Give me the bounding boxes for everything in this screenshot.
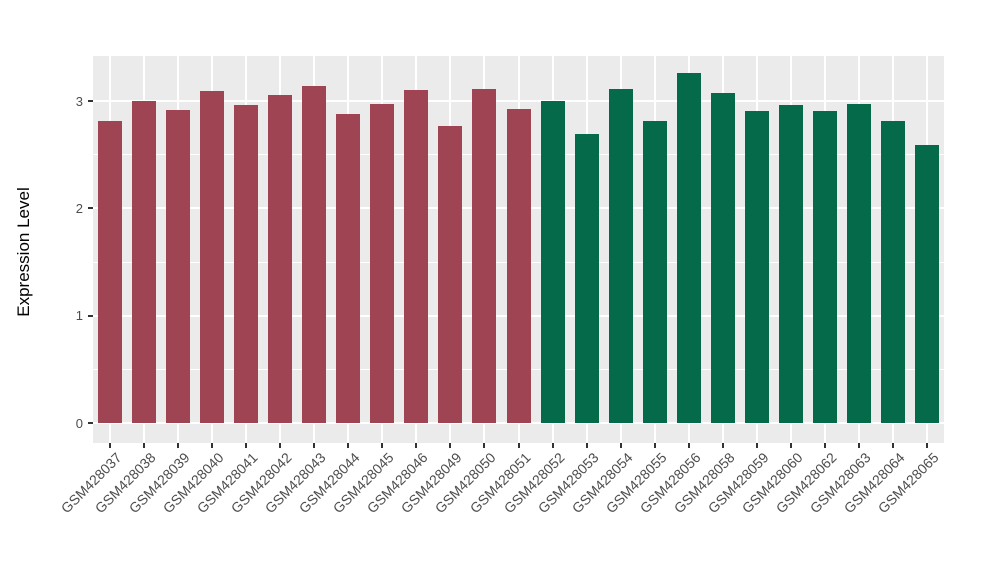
bar-GSM428041 <box>234 105 259 423</box>
bar-GSM428053 <box>574 134 599 423</box>
x-tick-mark <box>483 443 486 448</box>
x-tick-mark <box>857 443 860 448</box>
bar-GSM428039 <box>166 109 191 423</box>
x-tick-mark <box>381 443 384 448</box>
x-tick-mark <box>585 443 588 448</box>
bar-GSM428056 <box>676 73 701 423</box>
x-tick-mark <box>347 443 350 448</box>
y-tick-mark <box>88 207 93 210</box>
bar-GSM428058 <box>710 93 735 423</box>
x-tick-mark <box>245 443 248 448</box>
x-tick-mark <box>619 443 622 448</box>
bar-GSM428040 <box>200 91 225 423</box>
y-tick-mark <box>88 100 93 102</box>
bar-GSM428062 <box>812 110 837 423</box>
bar-GSM428037 <box>98 121 123 423</box>
y-axis-title: Expression Level <box>14 187 33 317</box>
x-tick-mark <box>211 443 214 448</box>
bar-GSM428045 <box>370 104 395 423</box>
bar-GSM428043 <box>302 85 327 423</box>
x-tick-mark <box>177 443 180 448</box>
bar-GSM428044 <box>336 113 361 423</box>
bar-GSM428060 <box>778 105 803 423</box>
bar-GSM428052 <box>540 101 565 423</box>
y-tick-label: 3 <box>75 93 83 109</box>
bar-GSM428055 <box>642 121 667 423</box>
bar-GSM428064 <box>880 121 905 423</box>
bar-GSM428046 <box>404 90 429 423</box>
bar-GSM428050 <box>472 89 497 423</box>
x-tick-mark <box>925 443 928 448</box>
x-tick-mark <box>109 443 112 448</box>
bar-GSM428054 <box>608 89 633 423</box>
x-tick-mark <box>823 443 826 448</box>
x-tick-mark <box>721 443 724 448</box>
x-tick-mark <box>653 443 656 448</box>
y-tick-mark <box>88 422 93 424</box>
x-tick-mark <box>415 443 418 448</box>
x-tick-mark <box>551 443 554 448</box>
bar-GSM428038 <box>132 101 157 423</box>
y-tick-label: 1 <box>75 308 83 324</box>
x-tick-mark <box>279 443 282 448</box>
plot-panel <box>93 56 944 443</box>
bar-GSM428042 <box>268 94 293 423</box>
x-tick-mark <box>891 443 894 448</box>
y-tick-mark <box>88 314 93 317</box>
bar-GSM428063 <box>846 104 871 423</box>
y-tick-label: 0 <box>75 415 83 431</box>
x-tick-mark <box>687 443 690 448</box>
x-tick-mark <box>517 443 520 448</box>
bar-GSM428065 <box>914 145 939 423</box>
x-tick-mark <box>143 443 146 448</box>
y-tick-label: 2 <box>75 200 83 216</box>
x-tick-mark <box>449 443 452 448</box>
bar-GSM428059 <box>744 110 769 423</box>
x-tick-mark <box>789 443 792 448</box>
bar-GSM428051 <box>506 108 531 423</box>
x-tick-mark <box>313 443 316 448</box>
x-tick-mark <box>755 443 758 448</box>
bar-GSM428049 <box>438 125 463 423</box>
